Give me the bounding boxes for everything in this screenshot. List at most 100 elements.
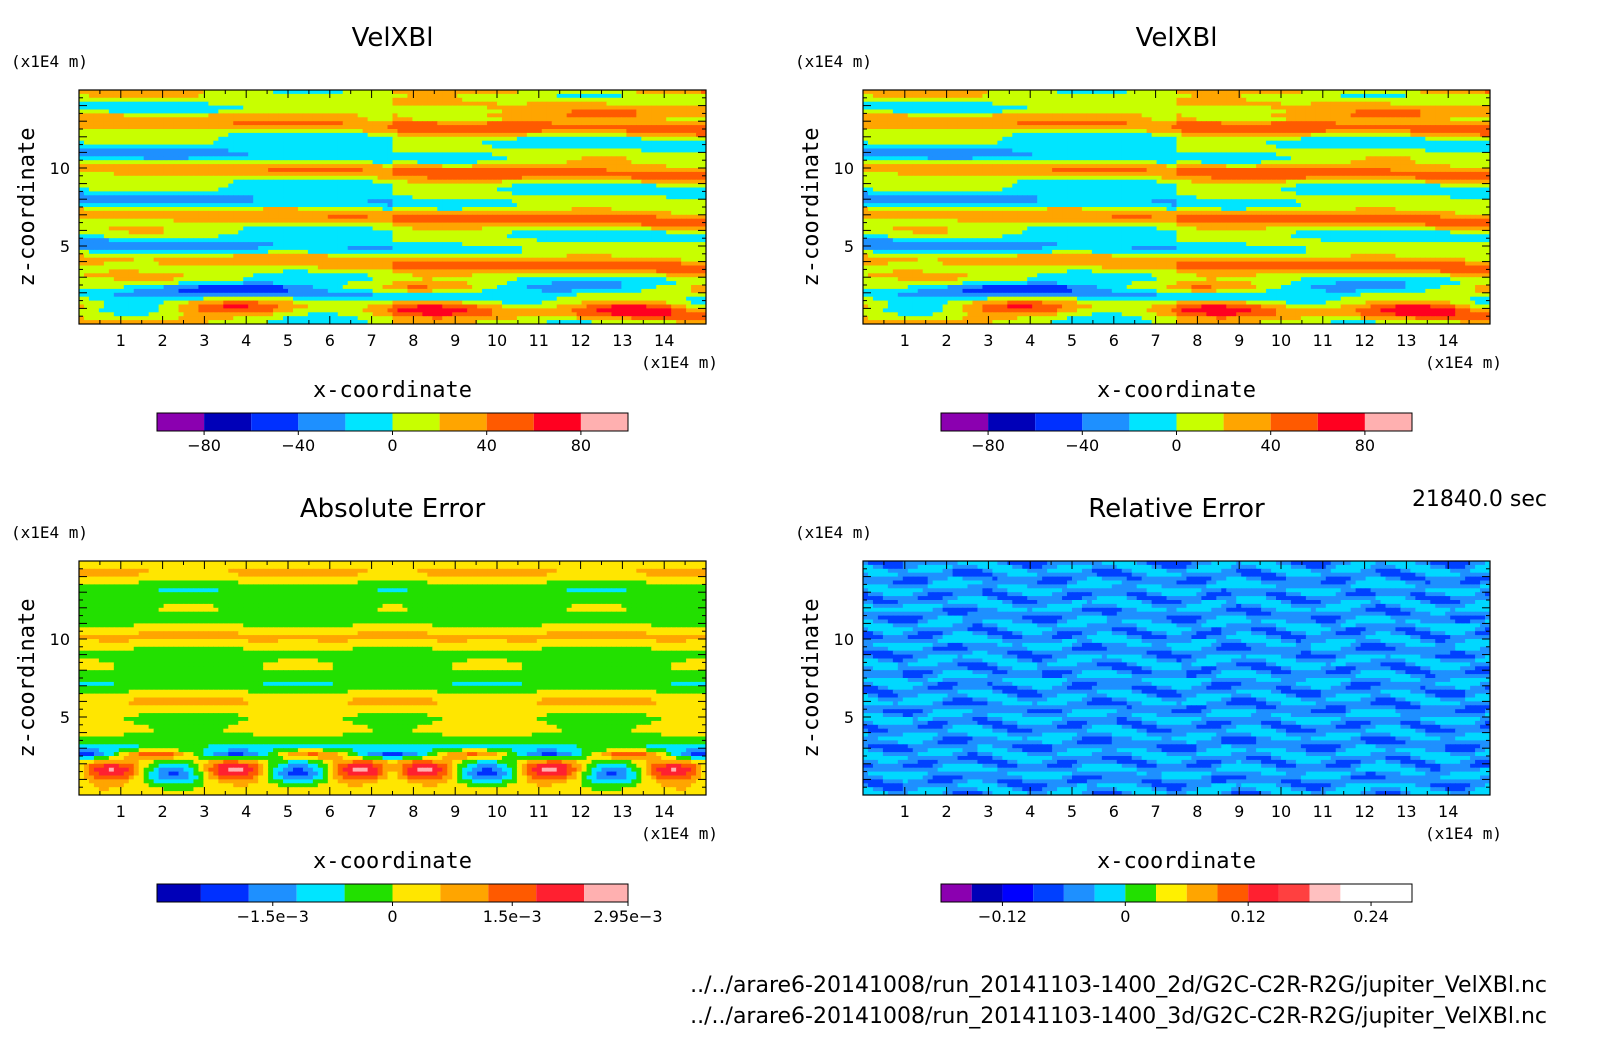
field-cell [387,113,394,118]
field-cell [342,195,349,200]
field-cell [153,214,160,220]
field-cell [656,207,662,212]
field-cell [332,136,339,142]
field-cell [412,183,418,189]
field-cell [666,117,672,122]
field-cell [521,148,528,153]
field-cell [263,203,269,208]
field-cell [248,183,254,189]
field-cell [188,234,195,239]
field-cell [442,218,448,224]
field-cell [79,156,85,161]
field-cell [98,238,105,243]
field-cell [332,148,339,153]
field-cell [681,144,687,150]
field-cell [322,148,329,153]
field-cell [691,164,697,169]
field-cell [641,148,647,153]
field-cell [292,226,299,231]
field-cell [586,191,593,196]
field-cell [238,171,244,177]
field-cell [482,210,488,216]
field-cell [516,210,523,216]
field-cell [477,238,483,243]
field-cell [352,129,359,134]
field-cell [233,125,239,130]
field-cell [193,160,200,165]
field-cell [208,129,214,134]
field-cell [133,97,140,103]
field-cell [143,222,150,228]
field-cell [248,97,254,103]
field-cell [681,226,687,231]
field-cell [178,164,185,169]
field-cell [263,160,269,165]
field-cell [556,187,563,192]
field-cell [511,207,518,212]
field-cell [636,214,642,220]
field-cell [93,156,100,161]
field-cell [611,117,618,122]
field-cell [576,214,583,220]
field-cell [118,93,125,99]
field-cell [531,97,538,103]
field-cell [526,97,533,103]
field-cell [138,132,145,138]
field-cell [427,93,433,99]
field-cell [273,140,279,146]
field-cell [327,191,334,196]
field-cell [591,105,598,111]
field-cell [701,152,706,157]
field-cell [198,187,205,192]
field-cell [566,117,573,122]
field-cell [636,160,642,165]
field-cell [332,214,339,220]
field-cell [611,144,618,150]
field-cell [243,175,249,181]
field-cell [636,191,642,196]
field-cell [526,164,533,169]
field-cell [516,101,523,107]
field-cell [223,136,229,142]
field-cell [576,109,583,114]
field-cell [392,93,399,99]
field-cell [452,156,458,161]
field-cell [501,125,508,130]
field-cell [83,226,90,231]
field-cell [342,132,349,138]
field-cell [193,109,200,114]
field-cell [681,175,687,181]
field-cell [606,218,613,224]
field-cell [397,171,404,177]
field-cell [79,242,85,247]
field-cell [148,113,155,118]
field-cell [342,199,349,204]
field-cell [283,234,289,239]
field-cell [362,136,369,142]
field-cell [521,168,528,173]
field-cell [447,191,453,196]
field-cell [526,117,533,122]
field-cell [292,210,299,216]
field-cell [228,136,234,142]
field-cell [556,136,563,142]
field-cell [193,129,200,134]
field-cell [347,144,354,150]
field-cell [566,90,573,95]
field-cell [312,164,319,169]
field-cell [143,136,150,142]
field-cell [477,156,483,161]
field-cell [317,234,324,239]
field-cell [148,132,155,138]
field-cell [477,203,483,208]
field-cell [611,203,618,208]
field-cell [621,140,627,146]
field-cell [193,125,200,130]
field-cell [258,187,264,192]
field-cell [153,132,160,138]
field-cell [382,203,389,208]
field-cell [641,129,647,134]
field-cell [193,207,200,212]
field-cell [427,90,433,95]
field-cell [651,152,657,157]
